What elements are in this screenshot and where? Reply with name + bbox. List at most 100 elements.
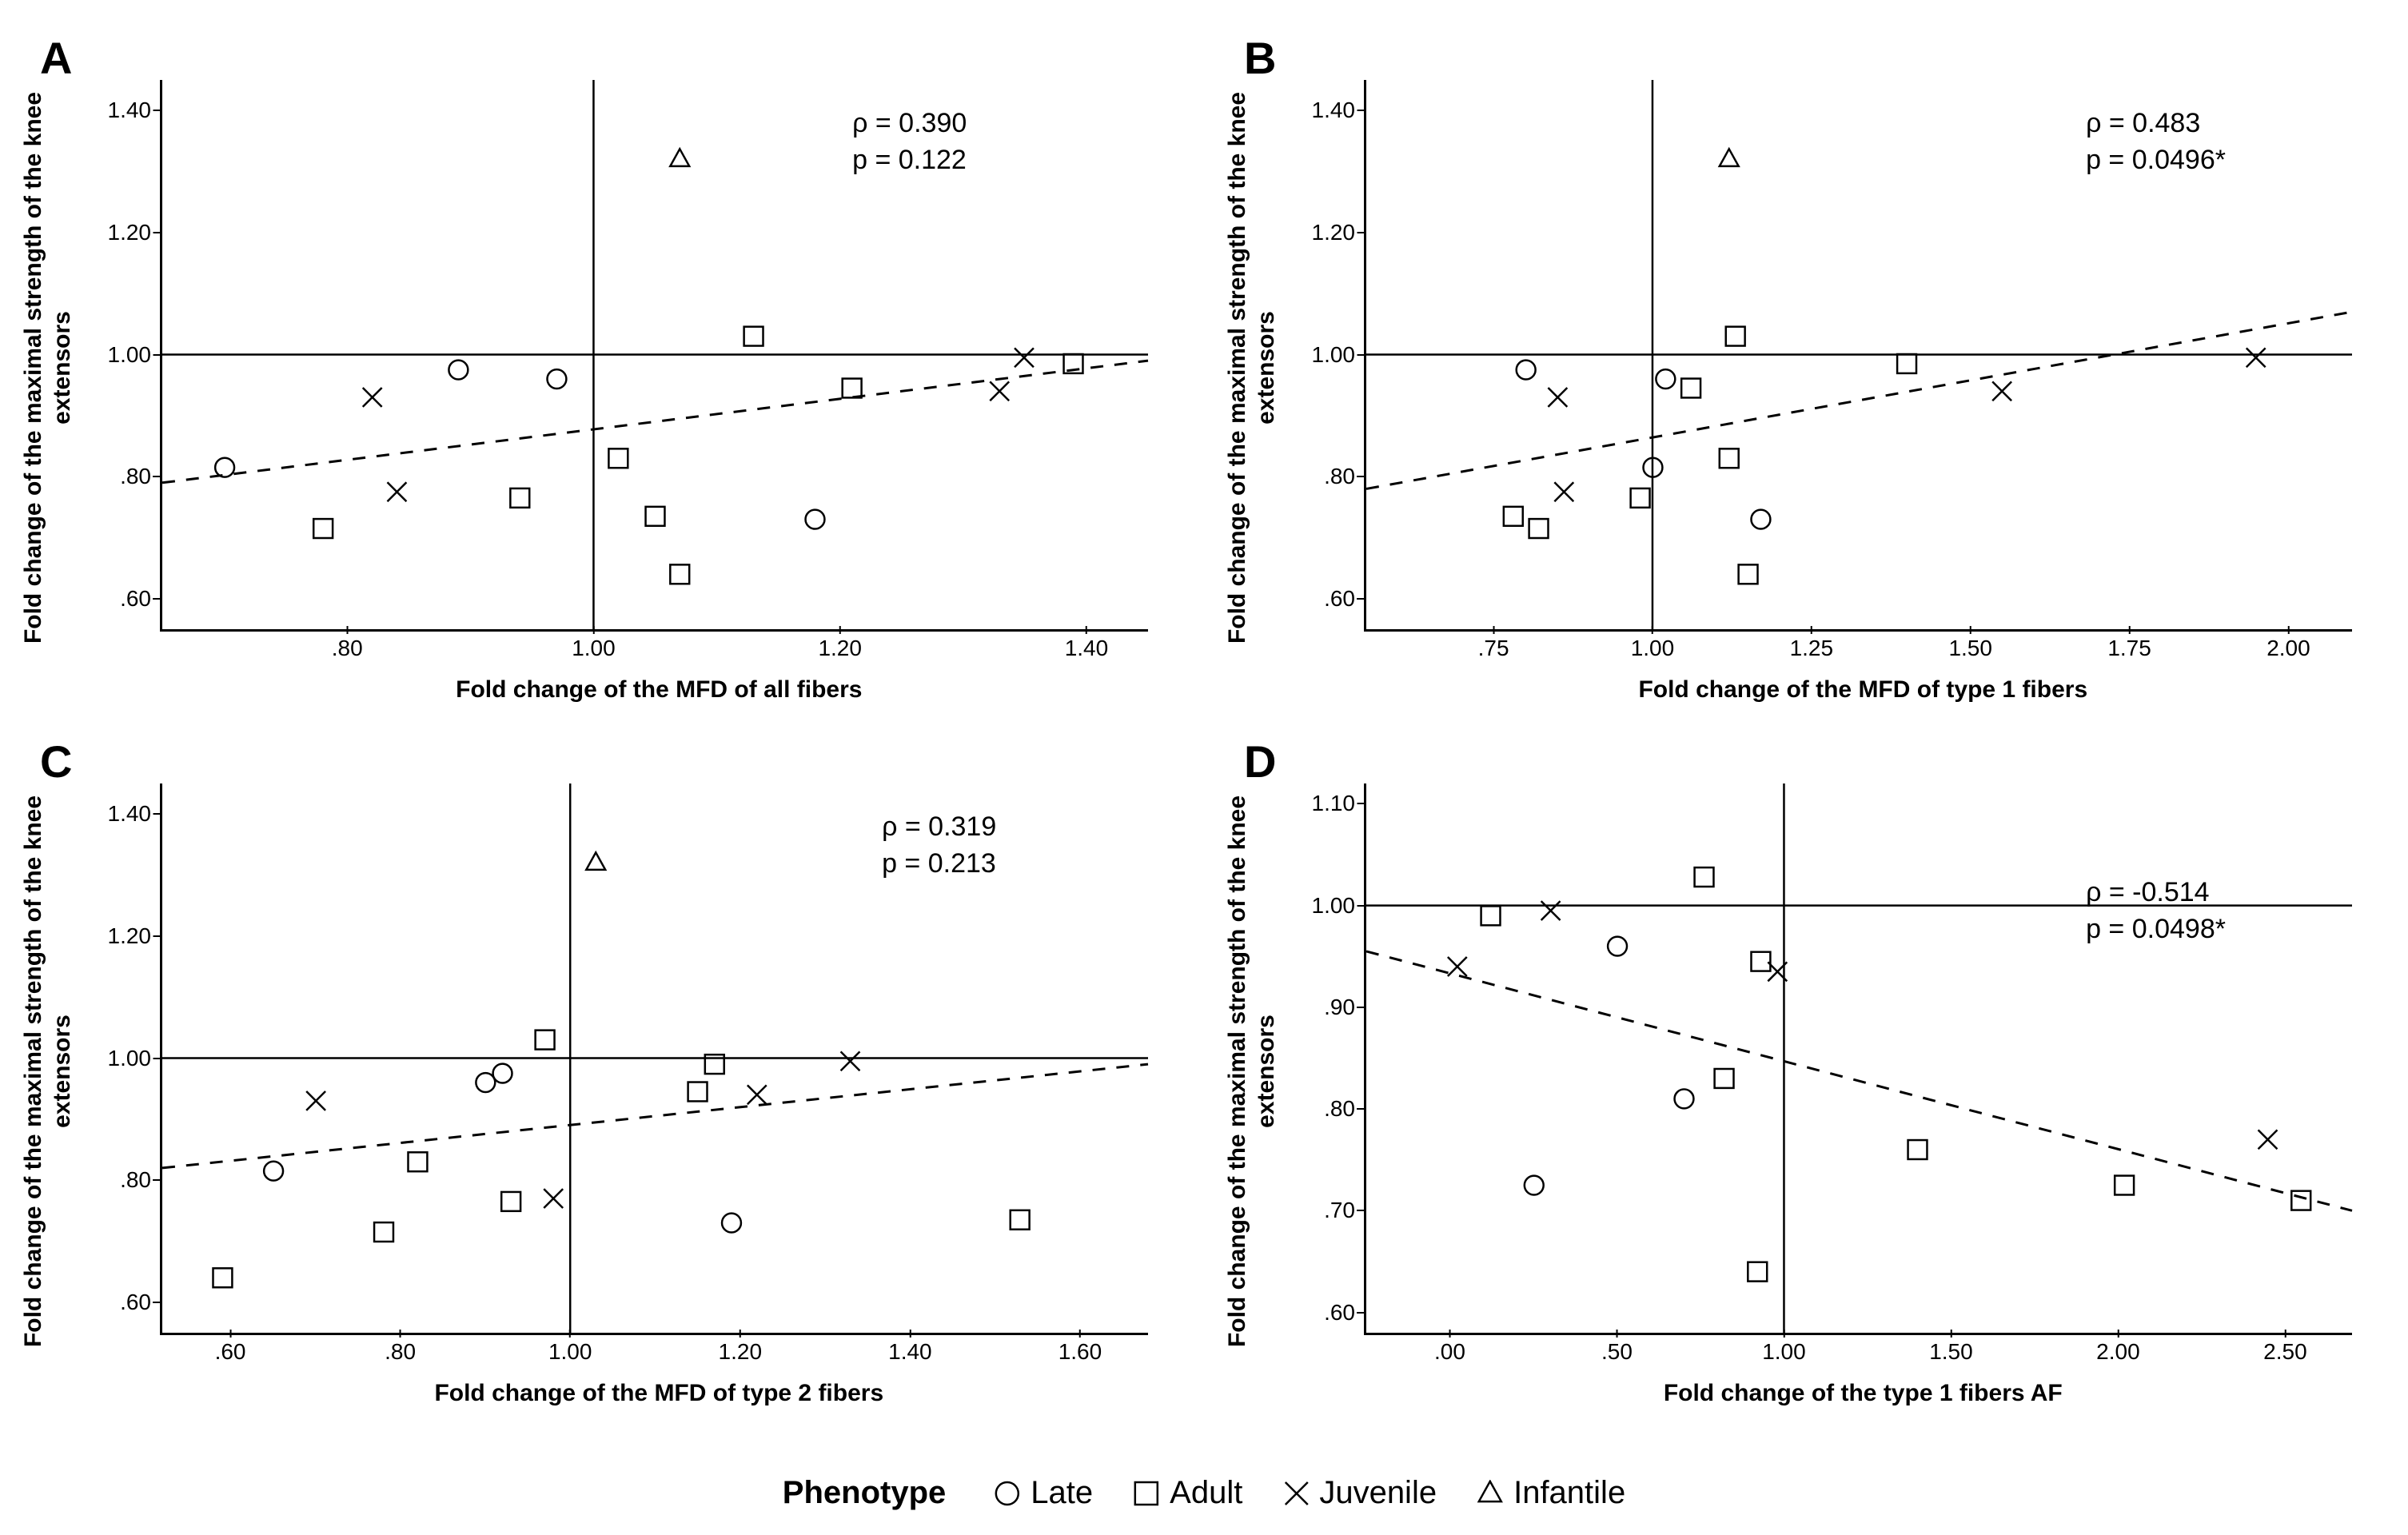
stat-annotation: ρ = 0.483 p = 0.0496* <box>2086 106 2226 179</box>
y-tick: 1.00 <box>1312 893 1356 919</box>
data-point <box>990 381 1009 401</box>
x-tick: 2.00 <box>2266 636 2310 661</box>
data-point <box>1992 381 2011 401</box>
data-point <box>806 510 825 529</box>
legend-marker-icon <box>994 1480 1021 1507</box>
plot-area: .60.801.001.201.401.60.60.801.001.201.40… <box>160 783 1148 1335</box>
x-tick: .80 <box>332 636 363 661</box>
x-tick: 1.60 <box>1058 1339 1102 1365</box>
data-point <box>1695 867 1714 887</box>
data-point <box>1608 937 1627 956</box>
data-point <box>586 852 605 870</box>
rho-text: ρ = 0.390 <box>852 106 967 142</box>
data-point <box>547 369 566 389</box>
legend-title: Phenotype <box>783 1475 946 1511</box>
y-tick: .90 <box>1324 995 1355 1020</box>
data-point <box>1517 361 1536 380</box>
stat-annotation: ρ = 0.319 p = 0.213 <box>882 809 996 883</box>
panel-letter: A <box>40 32 72 84</box>
y-tick: .60 <box>1324 586 1355 612</box>
stat-annotation: ρ = -0.514 p = 0.0498* <box>2086 875 2226 948</box>
x-tick: .50 <box>1601 1339 1633 1365</box>
data-point <box>363 388 382 407</box>
data-point <box>1631 488 1650 508</box>
y-tick: .60 <box>120 586 151 612</box>
data-point <box>1525 1176 1544 1195</box>
panel-B: BFold change of the maximal strength of … <box>1236 32 2376 704</box>
data-point <box>744 327 763 346</box>
data-point <box>722 1214 741 1233</box>
y-tick: 1.20 <box>1312 220 1356 245</box>
panel-letter: B <box>1244 32 1276 84</box>
data-point <box>544 1189 563 1208</box>
data-point <box>1897 354 1916 373</box>
x-axis-label: Fold change of the MFD of all fibers <box>456 676 862 704</box>
x-axis-label: Fold change of the MFD of type 1 fibers <box>1638 676 2087 704</box>
data-point <box>213 1268 233 1287</box>
y-axis-label: Fold change of the maximal strength of t… <box>19 92 77 644</box>
data-point <box>1541 901 1561 920</box>
data-point <box>501 1192 520 1211</box>
y-tick: .80 <box>120 464 151 489</box>
legend-label: Infantile <box>1513 1475 1625 1511</box>
x-tick: 2.00 <box>2096 1339 2140 1365</box>
data-point <box>510 488 529 508</box>
rho-text: ρ = -0.514 <box>2086 875 2226 911</box>
x-tick: 1.20 <box>818 636 862 661</box>
y-tick: .80 <box>1324 464 1355 489</box>
data-point <box>1726 327 1745 346</box>
data-point <box>2258 1130 2278 1149</box>
x-tick: 1.40 <box>888 1339 932 1365</box>
legend-marker-icon <box>1282 1480 1310 1507</box>
legend-marker-icon <box>1133 1480 1160 1507</box>
data-point <box>1644 458 1663 477</box>
rho-text: ρ = 0.483 <box>2086 106 2226 142</box>
data-point <box>2115 1176 2134 1195</box>
data-point <box>409 1152 428 1171</box>
x-tick: 1.00 <box>548 1339 592 1365</box>
x-tick: 1.75 <box>2107 636 2151 661</box>
data-point <box>1675 1089 1694 1108</box>
y-tick: 1.40 <box>1312 98 1356 123</box>
x-axis-label: Fold change of the MFD of type 2 fibers <box>434 1380 883 1407</box>
panel-letter: C <box>40 736 72 787</box>
x-tick: 1.00 <box>1631 636 1675 661</box>
x-tick: 1.00 <box>1762 1339 1806 1365</box>
x-tick: .80 <box>385 1339 416 1365</box>
y-tick: 1.10 <box>1312 791 1356 816</box>
data-point <box>670 149 689 166</box>
data-point <box>1529 519 1549 538</box>
data-point <box>1681 379 1700 398</box>
plot-area: .00.501.001.502.002.50.60.70.80.901.001.… <box>1364 783 2352 1335</box>
panel-letter: D <box>1244 736 1276 787</box>
legend-item: Infantile <box>1477 1475 1625 1511</box>
marker-layer <box>162 80 1148 629</box>
legend-label: Juvenile <box>1319 1475 1437 1511</box>
x-axis-label: Fold change of the type 1 fibers AF <box>1664 1380 2063 1407</box>
panel-A: AFold change of the maximal strength of … <box>32 32 1172 704</box>
panel-grid: AFold change of the maximal strength of … <box>32 32 2376 1407</box>
data-point <box>1751 952 1770 971</box>
data-point <box>608 449 628 468</box>
data-point <box>1015 348 1034 367</box>
stat-annotation: ρ = 0.390 p = 0.122 <box>852 106 967 179</box>
data-point <box>493 1064 512 1083</box>
data-point <box>1748 1262 1767 1282</box>
data-point <box>1064 354 1083 373</box>
y-tick: 1.40 <box>108 801 152 827</box>
data-point <box>313 519 333 538</box>
y-axis-label: Fold change of the maximal strength of t… <box>19 795 77 1347</box>
data-point <box>1548 388 1567 407</box>
x-tick: 1.00 <box>572 636 616 661</box>
x-tick: .75 <box>1478 636 1509 661</box>
panel-D: DFold change of the maximal strength of … <box>1236 736 2376 1407</box>
data-point <box>670 564 689 584</box>
y-tick: 1.00 <box>108 1046 152 1071</box>
data-point <box>1751 510 1770 529</box>
data-point <box>841 1051 860 1071</box>
data-point <box>1656 369 1675 389</box>
legend-label: Late <box>1031 1475 1093 1511</box>
x-tick: 2.50 <box>2263 1339 2307 1365</box>
data-point <box>388 482 407 501</box>
data-point <box>705 1055 724 1074</box>
